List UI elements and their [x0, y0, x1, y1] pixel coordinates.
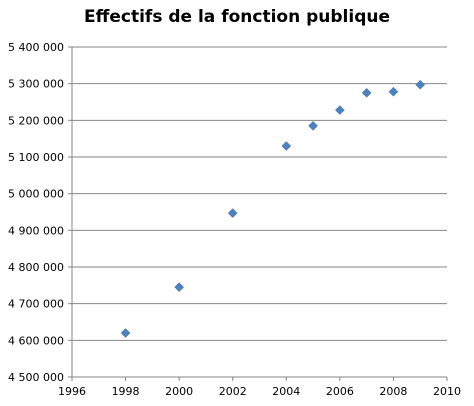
data-point: [281, 141, 292, 151]
data-point: [227, 208, 238, 218]
data-point: [308, 120, 318, 131]
data-point: [415, 79, 426, 90]
y-tick-label: 5 100 000: [8, 151, 64, 164]
y-tick-label: 4 500 000: [8, 371, 64, 384]
data-point: [120, 328, 131, 338]
chart-title: Effectifs de la fonction publique: [83, 7, 391, 27]
x-tick-label: 1996: [58, 385, 86, 398]
x-tick-label: 2004: [272, 385, 300, 398]
x-tick-label: 2000: [165, 385, 193, 398]
y-tick-label: 4 900 000: [8, 224, 64, 237]
data-point: [361, 87, 372, 98]
y-tick-label: 4 700 000: [8, 298, 64, 311]
y-tick-label: 4 800 000: [8, 261, 64, 274]
y-tick-label: 4 600 000: [8, 334, 64, 347]
y-tick-label: 5 400 000: [8, 41, 64, 54]
x-tick-label: 2006: [326, 385, 354, 398]
data-point: [174, 282, 184, 293]
x-tick-label: 2010: [433, 385, 461, 398]
y-tick-label: 5 000 000: [8, 188, 64, 201]
x-tick-label: 1998: [112, 385, 140, 398]
x-tick-label: 2002: [219, 385, 247, 398]
y-tick-label: 5 300 000: [8, 78, 64, 91]
data-point: [388, 86, 399, 97]
x-tick-label: 2008: [379, 385, 407, 398]
y-tick-label: 5 200 000: [8, 114, 64, 127]
data-point: [335, 105, 345, 115]
